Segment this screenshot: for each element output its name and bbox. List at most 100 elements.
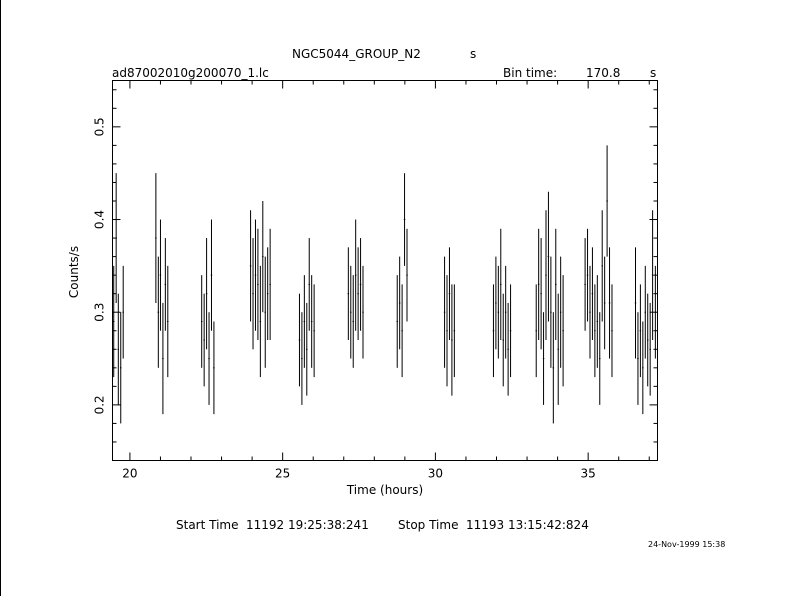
bin-time-unit: s xyxy=(650,66,657,80)
data-point xyxy=(301,312,303,405)
y-tick-label: 0.5 xyxy=(93,117,107,136)
data-point xyxy=(562,275,564,387)
data-point xyxy=(639,284,642,378)
start-time-label: Start Time xyxy=(176,518,239,532)
data-point xyxy=(589,265,591,359)
data-point xyxy=(654,265,657,359)
data-point xyxy=(308,238,310,331)
data-point xyxy=(603,256,606,350)
data-point xyxy=(537,228,540,341)
data-point xyxy=(601,210,603,322)
data-point xyxy=(269,228,271,341)
file-name-label: ad87002010g200070_1.lc xyxy=(112,66,269,80)
data-point xyxy=(352,275,354,368)
data-point xyxy=(210,219,213,331)
data-point xyxy=(606,145,608,257)
data-point xyxy=(502,293,504,387)
data-point xyxy=(310,275,313,368)
data-point xyxy=(167,265,169,378)
data-point xyxy=(497,265,500,359)
data-point xyxy=(611,284,613,378)
data-point xyxy=(306,302,308,396)
start-time-value: 11192 19:25:38:241 xyxy=(246,518,369,532)
plot-frame xyxy=(112,80,658,461)
data-point xyxy=(254,219,257,331)
data-point xyxy=(446,275,448,387)
data-point xyxy=(547,191,550,322)
data-point xyxy=(203,293,205,387)
data-point xyxy=(249,210,252,322)
data-point xyxy=(535,284,537,378)
data-point xyxy=(401,284,403,378)
window-left-border xyxy=(0,0,1,596)
data-point xyxy=(403,173,406,266)
data-point xyxy=(552,312,555,424)
y-tick-label: 0.2 xyxy=(93,395,107,414)
y-axis-label: Counts/s xyxy=(67,246,81,298)
axis-ticks xyxy=(112,80,658,461)
data-point xyxy=(259,265,262,378)
data-point xyxy=(642,321,644,415)
data-point xyxy=(591,247,594,341)
data-point xyxy=(492,284,495,378)
data-point xyxy=(596,275,599,368)
data-point xyxy=(208,312,210,405)
data-point xyxy=(115,173,117,303)
data-point xyxy=(557,293,559,405)
data-point xyxy=(495,256,497,350)
data-point xyxy=(362,265,364,359)
stop-time-label: Stop Time xyxy=(398,518,459,532)
data-point xyxy=(540,238,542,350)
data-point xyxy=(164,238,167,331)
data-point xyxy=(266,247,269,341)
data-point xyxy=(555,228,557,341)
data-point xyxy=(205,238,208,350)
data-point xyxy=(157,256,160,368)
data-point xyxy=(448,247,451,341)
x-tick-label: 30 xyxy=(428,467,443,481)
data-point xyxy=(252,238,254,350)
data-point xyxy=(303,275,306,368)
data-point xyxy=(500,228,502,341)
x-tick-label: 20 xyxy=(122,467,137,481)
data-point xyxy=(599,312,601,405)
data-point xyxy=(298,293,301,387)
y-tick-label: 0.4 xyxy=(93,210,107,229)
data-point xyxy=(542,312,545,405)
data-point xyxy=(443,256,446,368)
data-point xyxy=(120,312,122,424)
plot-title-unit: s xyxy=(470,47,477,61)
data-point xyxy=(117,293,120,405)
data-point xyxy=(637,312,639,405)
data-point xyxy=(347,247,350,341)
data-point xyxy=(122,265,124,359)
data-point xyxy=(649,302,651,396)
data-point xyxy=(507,302,509,396)
bin-time-label: Bin time: xyxy=(503,66,558,80)
plot-title: NGC5044_GROUP_N2 xyxy=(292,47,421,61)
data-point xyxy=(257,228,259,341)
data-point xyxy=(504,265,507,359)
data-point xyxy=(398,256,401,350)
data-point xyxy=(350,265,352,359)
data-point xyxy=(396,275,398,368)
data-point xyxy=(584,238,586,331)
data-point xyxy=(313,284,315,378)
data-point xyxy=(550,256,552,368)
data-points xyxy=(112,145,657,424)
tick-labels: 20 25 30 35 0.2 0.3 0.4 0.5 xyxy=(93,117,596,480)
data-point xyxy=(453,284,456,378)
data-point xyxy=(162,302,164,415)
data-point xyxy=(646,293,649,387)
data-point xyxy=(608,247,611,359)
data-point xyxy=(200,275,203,368)
data-point xyxy=(112,265,115,378)
date-stamp: 24-Nov-1999 15:38 xyxy=(648,540,726,549)
data-point xyxy=(594,284,596,378)
data-point xyxy=(359,238,362,331)
data-point xyxy=(406,228,408,322)
bin-time-value: 170.8 xyxy=(586,66,621,80)
data-point xyxy=(354,219,357,331)
data-point xyxy=(213,321,215,415)
